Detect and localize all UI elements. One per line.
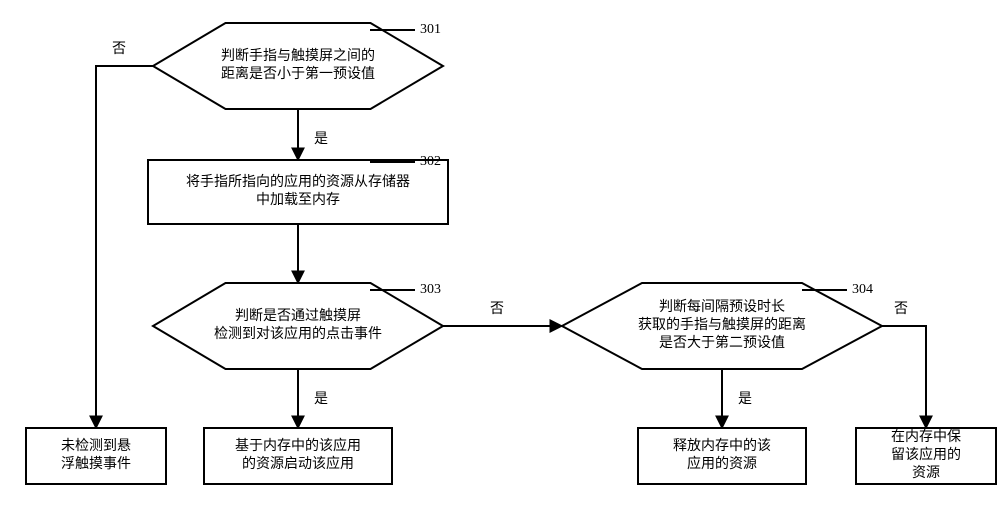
svg-text:判断每间隔预设时长: 判断每间隔预设时长 <box>659 299 785 315</box>
svg-text:在内存中保: 在内存中保 <box>891 429 961 445</box>
svg-text:距离是否小于第一预设值: 距离是否小于第一预设值 <box>221 65 375 82</box>
flow-node-n301: 判断手指与触摸屏之间的距离是否小于第一预设值 <box>153 23 443 109</box>
svg-text:是否大于第二预设值: 是否大于第二预设值 <box>659 334 785 351</box>
svg-text:302: 302 <box>420 154 441 169</box>
flow-node-nA: 未检测到悬浮触摸事件 <box>26 428 166 484</box>
svg-text:浮触摸事件: 浮触摸事件 <box>61 456 131 472</box>
edge-label: 是 <box>314 132 328 147</box>
edge-label: 否 <box>490 302 504 317</box>
svg-text:获取的手指与触摸屏的距离: 获取的手指与触摸屏的距离 <box>638 316 806 333</box>
flow-edge-n304-nC: 是 <box>722 369 752 428</box>
edge-label: 是 <box>738 392 752 407</box>
svg-text:检测到对该应用的点击事件: 检测到对该应用的点击事件 <box>214 325 382 342</box>
flow-node-nD: 在内存中保留该应用的资源 <box>856 428 996 484</box>
flow-edge-n301-n302: 是 <box>298 109 328 160</box>
edge-label: 是 <box>314 392 328 407</box>
svg-text:释放内存中的该: 释放内存中的该 <box>673 438 771 454</box>
flow-edge-n301-nA: 否 <box>96 42 153 428</box>
svg-text:303: 303 <box>420 282 441 297</box>
svg-text:将手指所指向的应用的资源从存储器: 将手指所指向的应用的资源从存储器 <box>186 173 410 190</box>
svg-text:应用的资源: 应用的资源 <box>687 455 757 472</box>
flow-edge-n303-nB: 是 <box>298 369 328 428</box>
svg-text:中加载至内存: 中加载至内存 <box>256 192 340 208</box>
edge-label: 否 <box>894 302 908 317</box>
svg-text:的资源启动该应用: 的资源启动该应用 <box>242 455 354 472</box>
flow-node-n303: 判断是否通过触摸屏检测到对该应用的点击事件 <box>153 283 443 369</box>
flow-edge-n303-n304: 否 <box>443 302 562 326</box>
svg-text:未检测到悬: 未检测到悬 <box>61 438 131 454</box>
svg-text:301: 301 <box>420 22 441 37</box>
svg-text:判断是否通过触摸屏: 判断是否通过触摸屏 <box>235 308 361 324</box>
svg-text:基于内存中的该应用: 基于内存中的该应用 <box>235 437 361 454</box>
svg-text:留该应用的: 留该应用的 <box>891 446 961 463</box>
flow-node-nC: 释放内存中的该应用的资源 <box>638 428 806 484</box>
edge-label: 否 <box>112 42 126 57</box>
flow-node-n302: 将手指所指向的应用的资源从存储器中加载至内存 <box>148 160 448 224</box>
svg-text:判断手指与触摸屏之间的: 判断手指与触摸屏之间的 <box>221 48 375 64</box>
flow-node-nB: 基于内存中的该应用的资源启动该应用 <box>204 428 392 484</box>
svg-text:资源: 资源 <box>912 465 940 481</box>
flow-edge-n304-nD: 否 <box>882 302 926 428</box>
flow-node-n304: 判断每间隔预设时长获取的手指与触摸屏的距离是否大于第二预设值 <box>562 283 882 369</box>
svg-text:304: 304 <box>852 282 873 297</box>
